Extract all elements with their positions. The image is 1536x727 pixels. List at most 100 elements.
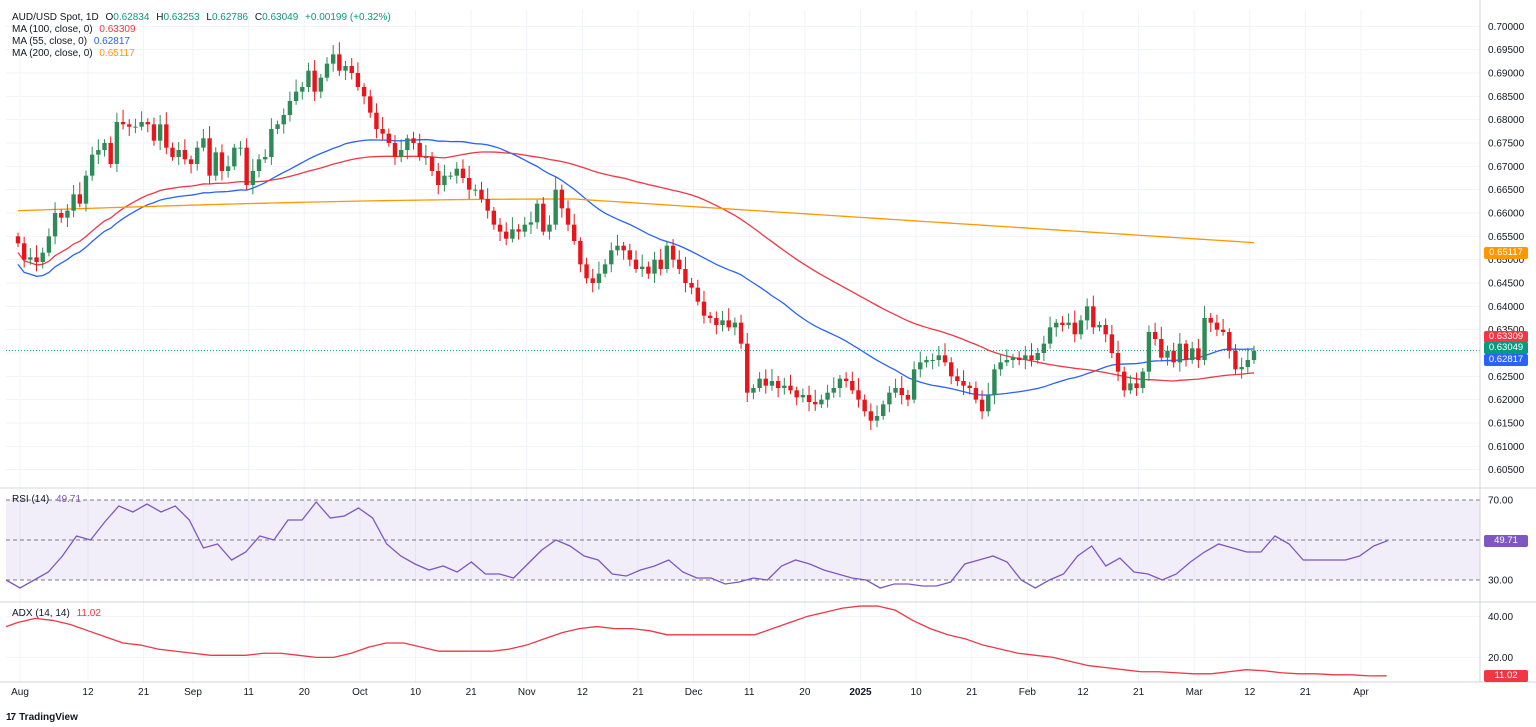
candle-body[interactable] (195, 147, 200, 164)
candle-body[interactable] (1128, 383, 1133, 391)
candle-body[interactable] (986, 395, 991, 412)
candle-body[interactable] (102, 143, 107, 150)
candle-body[interactable] (1159, 339, 1164, 358)
candle-body[interactable] (1078, 320, 1084, 335)
candle-body[interactable] (182, 150, 188, 160)
candle-body[interactable] (646, 266, 651, 274)
candle-body[interactable] (1054, 322, 1059, 328)
candle-body[interactable] (176, 150, 181, 157)
candle-body[interactable] (695, 287, 700, 302)
candle-body[interactable] (411, 138, 416, 143)
candle-body[interactable] (584, 264, 589, 279)
candle-body[interactable] (627, 250, 633, 260)
candle-body[interactable] (782, 385, 787, 388)
candle-body[interactable] (386, 133, 391, 143)
candlesticks[interactable] (15, 42, 1257, 430)
candle-body[interactable] (794, 390, 799, 398)
candle-body[interactable] (565, 208, 571, 225)
candle-body[interactable] (775, 381, 781, 388)
candle-body[interactable] (374, 112, 379, 129)
candle-body[interactable] (720, 320, 725, 325)
candle-body[interactable] (745, 343, 750, 393)
candle-body[interactable] (942, 355, 948, 363)
candle-body[interactable] (21, 243, 27, 260)
candle-body[interactable] (825, 392, 830, 400)
candle-body[interactable] (1047, 327, 1053, 344)
candle-body[interactable] (89, 154, 95, 176)
candle-body[interactable] (145, 122, 150, 125)
candle-body[interactable] (726, 320, 731, 328)
ma55-legend[interactable]: MA (55, close, 0) 0.62817 (12, 36, 134, 48)
candle-body[interactable] (392, 143, 398, 157)
candle-body[interactable] (293, 91, 299, 101)
candle-body[interactable] (1115, 353, 1121, 372)
candle-body[interactable] (850, 381, 855, 391)
candle-body[interactable] (911, 369, 917, 400)
candle-body[interactable] (120, 122, 126, 125)
candle-body[interactable] (139, 122, 144, 127)
candle-body[interactable] (133, 126, 138, 128)
candle-body[interactable] (188, 159, 194, 164)
candle-body[interactable] (961, 381, 966, 386)
candle-body[interactable] (1091, 306, 1096, 328)
candle-body[interactable] (670, 245, 676, 260)
candle-body[interactable] (590, 278, 595, 283)
adx-legend[interactable]: ADX (14, 14) 11.02 (12, 608, 105, 620)
candle-body[interactable] (979, 399, 985, 412)
symbol-legend[interactable]: AUD/USD Spot, 1D O0.62834 H0.63253 L0.62… (12, 12, 395, 24)
candle-body[interactable] (337, 54, 342, 71)
candle-body[interactable] (454, 168, 459, 176)
candle-body[interactable] (127, 124, 132, 127)
candle-body[interactable] (83, 175, 89, 204)
candle-body[interactable] (164, 124, 169, 148)
candle-body[interactable] (788, 385, 793, 391)
candle-body[interactable] (757, 378, 762, 388)
candle-body[interactable] (269, 129, 274, 157)
candle-body[interactable] (213, 152, 218, 176)
candle-body[interactable] (1171, 350, 1176, 363)
candle-body[interactable] (800, 395, 806, 398)
candle-body[interactable] (1239, 367, 1244, 370)
candle-body[interactable] (806, 395, 812, 402)
candle-body[interactable] (1165, 350, 1170, 358)
candle-body[interactable] (460, 168, 466, 178)
candle-body[interactable] (170, 147, 175, 157)
candle-body[interactable] (1010, 357, 1016, 360)
candle-body[interactable] (707, 315, 713, 318)
candle-body[interactable] (46, 236, 52, 253)
candle-body[interactable] (751, 388, 756, 393)
candle-body[interactable] (881, 404, 886, 416)
candle-body[interactable] (534, 203, 540, 223)
candle-body[interactable] (578, 241, 583, 265)
candle-body[interactable] (1146, 332, 1152, 372)
candle-body[interactable] (658, 259, 663, 269)
candle-body[interactable] (831, 388, 836, 393)
candle-body[interactable] (343, 66, 348, 71)
candle-body[interactable] (300, 87, 305, 92)
candle-body[interactable] (955, 376, 960, 381)
candle-body[interactable] (1041, 343, 1047, 353)
candle-body[interactable] (763, 378, 768, 386)
candle-body[interactable] (689, 283, 694, 288)
candle-body[interactable] (225, 166, 231, 171)
candle-body[interactable] (992, 369, 997, 395)
candle-body[interactable] (602, 264, 608, 274)
candle-body[interactable] (114, 122, 120, 164)
candle-body[interactable] (1208, 318, 1213, 323)
candle-body[interactable] (485, 199, 490, 211)
candle-body[interactable] (547, 224, 552, 232)
candle-body[interactable] (59, 213, 64, 218)
candle-body[interactable] (361, 87, 367, 97)
candle-body[interactable] (714, 318, 719, 325)
candle-body[interactable] (813, 402, 818, 405)
candle-body[interactable] (559, 189, 565, 209)
candle-body[interactable] (1183, 343, 1189, 360)
candle-body[interactable] (263, 157, 268, 160)
candle-body[interactable] (238, 147, 243, 149)
candle-body[interactable] (899, 388, 904, 395)
candle-body[interactable] (732, 322, 738, 328)
candle-body[interactable] (504, 231, 509, 239)
candle-body[interactable] (1233, 350, 1238, 370)
candle-body[interactable] (442, 175, 447, 185)
